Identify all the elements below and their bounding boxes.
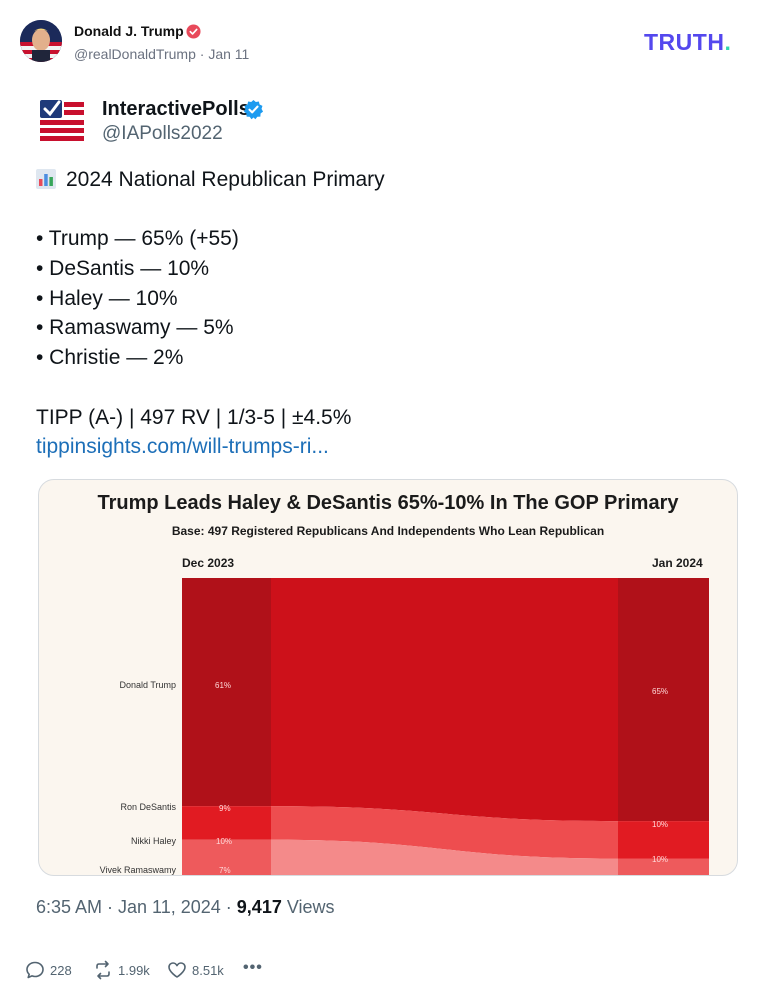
node-dec-desantis xyxy=(182,806,271,840)
views-count: 9,417 xyxy=(236,897,282,917)
label-nikki-haley: Nikki Haley xyxy=(130,836,176,846)
pct-desantis-jan: 10% xyxy=(652,820,669,829)
repost-button[interactable]: 1.99k xyxy=(93,958,150,982)
embed-timestamp: 6:35 AM · Jan 11, 2024 · 9,417 Views xyxy=(36,897,335,918)
flow-trump xyxy=(271,578,618,822)
headline-line: 2024 National Republican Primary xyxy=(36,165,736,195)
poll-info: TIPP (A-) | 497 RV | 1/3-5 | ±4.5% xyxy=(36,405,352,429)
like-button[interactable]: 8.51k xyxy=(167,958,224,982)
column-label-dec: Dec 2023 xyxy=(182,556,235,570)
like-count: 8.51k xyxy=(192,962,224,978)
bar-chart-emoji-icon xyxy=(36,169,56,189)
author-name[interactable]: Donald J. Trump xyxy=(74,23,184,39)
flow-desantis xyxy=(271,806,618,859)
verified-badge-icon xyxy=(186,24,201,39)
embed-time: 6:35 AM · Jan 11, 2024 · xyxy=(36,897,237,917)
node-dec-trump xyxy=(182,578,271,807)
reply-button[interactable]: 228 xyxy=(25,958,72,982)
label-donald-trump: Donald Trump xyxy=(119,680,176,690)
embed-account-name: InteractivePolls xyxy=(102,98,250,120)
reply-count: 228 xyxy=(50,962,72,978)
verified-check-icon xyxy=(243,99,264,120)
embed-tweet-text: 2024 National Republican Primary • Trump… xyxy=(36,165,736,462)
bullet-trump: • Trump — 65% (+55) xyxy=(36,227,239,251)
node-dec-haley xyxy=(182,839,271,875)
chart-title: Trump Leads Haley & DeSantis 65%-10% In … xyxy=(97,492,679,514)
reply-icon xyxy=(26,961,44,979)
more-options-button[interactable]: ••• xyxy=(243,959,263,976)
truth-social-logo[interactable]: TRUTH. xyxy=(644,29,731,56)
flow-haley xyxy=(271,839,618,875)
pct-ramaswamy-dec: 7% xyxy=(219,866,231,875)
label-vivek-ramaswamy: Vivek Ramaswamy xyxy=(99,865,176,875)
heart-icon xyxy=(168,962,186,978)
author-meta: @realDonaldTrump · Jan 11 xyxy=(74,46,249,62)
sankey-chart xyxy=(182,578,709,875)
spacer xyxy=(36,373,736,403)
post-date[interactable]: Jan 11 xyxy=(208,46,250,62)
views-label: Views xyxy=(281,897,335,917)
column-label-jan: Jan 2024 xyxy=(652,556,703,570)
repost-icon xyxy=(96,960,110,980)
interactive-polls-logo-icon xyxy=(36,96,88,148)
spacer xyxy=(36,195,736,225)
article-link[interactable]: tippinsights.com/will-trumps-ri... xyxy=(36,435,329,459)
chart-card[interactable]: Trump Leads Haley & DeSantis 65%-10% In … xyxy=(38,479,738,876)
repost-count: 1.99k xyxy=(118,962,150,978)
logo-dot: . xyxy=(724,29,732,55)
bullet-christie: • Christie — 2% xyxy=(36,346,184,370)
chart-subtitle: Base: 497 Registered Republicans And Ind… xyxy=(171,524,605,538)
node-jan-desantis xyxy=(618,821,709,859)
embed-account-handle: @IAPolls2022 xyxy=(102,123,223,144)
meta-separator: · xyxy=(199,46,209,62)
author-avatar[interactable] xyxy=(20,20,62,62)
bullet-haley: • Haley — 10% xyxy=(36,286,178,310)
pct-desantis-dec: 9% xyxy=(219,804,231,813)
label-ron-desantis: Ron DeSantis xyxy=(120,802,176,812)
logo-text: TRUTH xyxy=(644,29,725,55)
post-header: Donald J. Trump @realDonaldTrump · Jan 1… xyxy=(0,0,777,80)
bullet-desantis: • DeSantis — 10% xyxy=(36,257,210,281)
author-handle[interactable]: @realDonaldTrump xyxy=(74,46,196,62)
pct-trump-dec: 61% xyxy=(215,681,232,690)
headline-text: 2024 National Republican Primary xyxy=(66,168,385,191)
pct-trump-jan: 65% xyxy=(652,687,669,696)
pct-haley-dec: 10% xyxy=(216,837,233,846)
pct-haley-jan: 10% xyxy=(652,855,669,864)
node-jan-haley xyxy=(618,858,709,875)
bullet-ramaswamy: • Ramaswamy — 5% xyxy=(36,316,234,340)
node-jan-trump xyxy=(618,578,709,822)
